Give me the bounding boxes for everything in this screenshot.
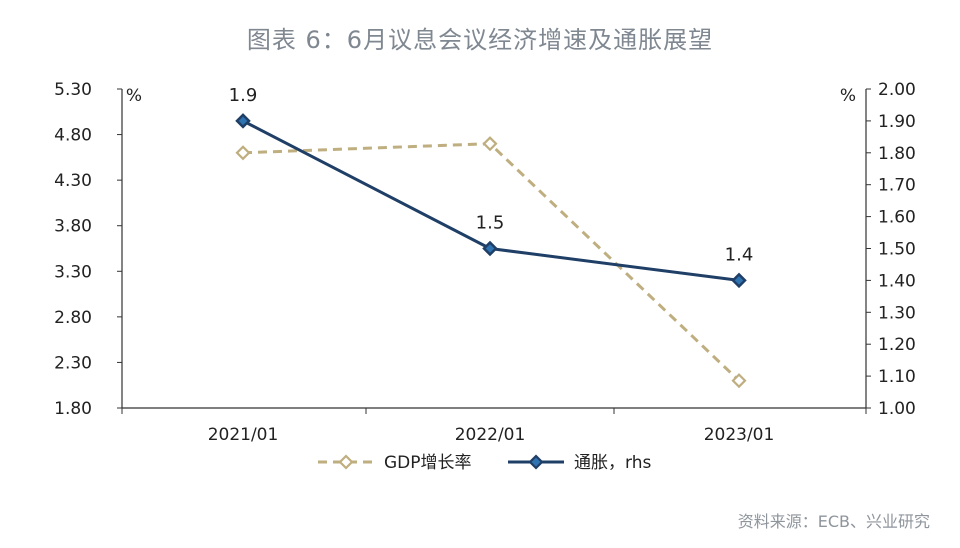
legend-label: GDP增长率 bbox=[384, 453, 472, 473]
legend-item-1: GDP增长率 bbox=[318, 453, 472, 473]
legend-label: 通胀，rhs bbox=[574, 453, 651, 473]
chart-title: 图表 6：6月议息会议经济增速及通胀展望 bbox=[246, 26, 714, 54]
right-tick-label: 1.00 bbox=[878, 399, 916, 419]
right-tick-label: 1.80 bbox=[878, 144, 916, 164]
legend-item-2: 通胀，rhs bbox=[508, 453, 651, 473]
right-tick-label: 1.40 bbox=[878, 271, 916, 291]
data-label: 1.9 bbox=[229, 85, 258, 106]
series-layer: 1.9 1.5 1.4 bbox=[229, 85, 754, 389]
legend-marker bbox=[338, 454, 354, 470]
right-axis-unit: % bbox=[840, 86, 856, 106]
chart-axes: 1.80 2.30 2.80 3.30 3.80 4.30 4.80 5.30 % 1.00 1.1… bbox=[54, 80, 916, 445]
source-note: 资料来源：ECB、兴业研究 bbox=[737, 512, 930, 531]
data-point-marker bbox=[482, 240, 498, 257]
data-point-marker bbox=[482, 136, 498, 152]
data-point-marker bbox=[731, 373, 747, 389]
data-label: 1.5 bbox=[476, 213, 505, 234]
right-tick-label: 1.10 bbox=[878, 367, 916, 387]
left-axis-unit: % bbox=[126, 86, 142, 106]
left-tick-label: 4.80 bbox=[54, 126, 92, 146]
left-tick-label: 2.30 bbox=[54, 353, 92, 373]
legend-marker bbox=[528, 454, 544, 470]
chart-legend: GDP增长率 通胀，rhs bbox=[318, 453, 651, 473]
series-2: 1.9 1.5 1.4 bbox=[229, 85, 754, 289]
right-tick-label: 1.30 bbox=[878, 303, 916, 323]
left-tick-label: 4.30 bbox=[54, 171, 92, 191]
left-tick-label: 3.30 bbox=[54, 262, 92, 282]
series-line bbox=[242, 142, 741, 382]
right-tick-label: 1.60 bbox=[878, 208, 916, 228]
x-tick-label: 2022/01 bbox=[455, 425, 526, 445]
right-tick-label: 2.00 bbox=[878, 80, 916, 100]
left-tick-label: 2.80 bbox=[54, 308, 92, 328]
x-tick-label: 2023/01 bbox=[704, 425, 775, 445]
left-tick-label: 1.80 bbox=[54, 399, 92, 419]
right-tick-label: 1.70 bbox=[878, 176, 916, 196]
right-tick-label: 1.50 bbox=[878, 240, 916, 260]
data-point-marker bbox=[235, 113, 251, 129]
left-tick-label: 3.80 bbox=[54, 217, 92, 237]
data-label: 1.4 bbox=[725, 244, 754, 265]
x-tick-label: 2021/01 bbox=[208, 425, 279, 445]
data-point-marker bbox=[731, 272, 747, 289]
data-point-marker bbox=[235, 145, 251, 161]
left-tick-label: 5.30 bbox=[54, 80, 92, 100]
right-tick-label: 1.90 bbox=[878, 112, 916, 132]
right-tick-label: 1.20 bbox=[878, 335, 916, 355]
series-1 bbox=[235, 136, 747, 389]
